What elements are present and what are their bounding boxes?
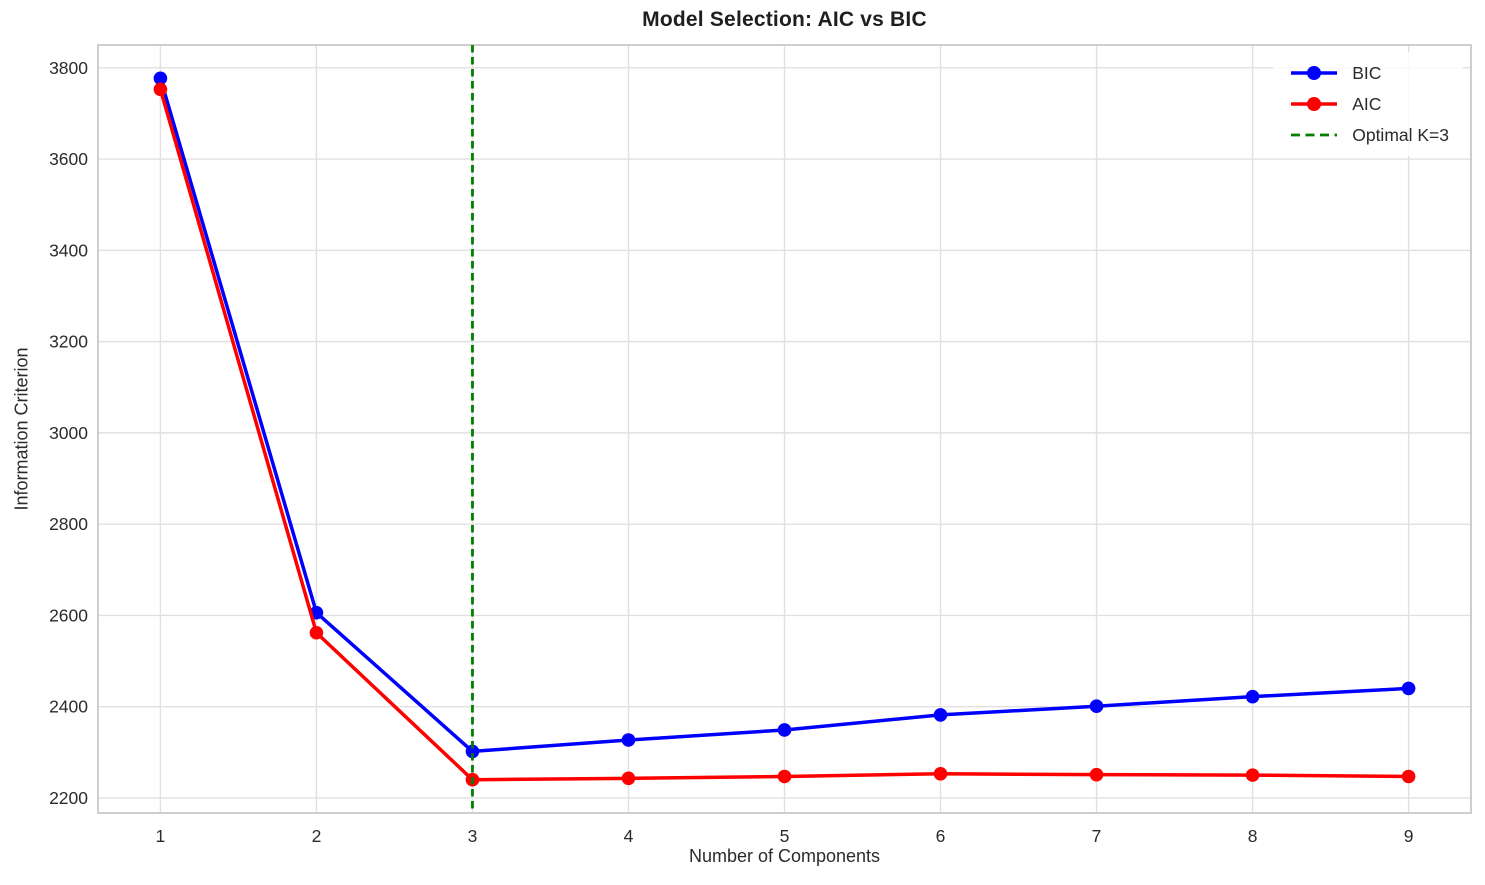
y-tick-label: 3800 [49,58,88,78]
legend-label-optimal-k: Optimal K=3 [1352,124,1449,145]
bic-marker [1401,681,1416,696]
x-tick-label: 3 [468,826,478,846]
legend: BIC AIC Optimal K=3 [1273,52,1463,156]
bic-marker [933,708,948,722]
x-tick-label: 8 [1248,826,1258,846]
bic-marker [1089,699,1104,714]
aic-marker [1245,768,1260,782]
x-tick-label: 7 [1092,826,1102,846]
bic-marker [621,733,636,747]
legend-item-bic: BIC [1289,62,1449,84]
x-axis-label: Number of Components [688,846,881,866]
bic-marker [465,744,480,759]
x-tick-label: 5 [780,826,790,846]
aic-marker [621,771,636,786]
legend-label-bic: BIC [1352,62,1382,83]
y-tick-label: 2600 [49,605,88,625]
aic-marker [153,82,168,97]
chart-title: Model Selection: AIC vs BIC [642,8,927,31]
aic-marker [1401,769,1416,784]
bic-marker [153,71,168,86]
x-tick-label: 4 [624,826,634,846]
legend-item-aic: AIC [1289,93,1449,115]
y-tick-label: 3400 [49,240,88,260]
aic-line-swatch-icon [1291,97,1338,111]
legend-item-optimal-k: Optimal K=3 [1289,124,1449,146]
plot-border [97,44,1472,814]
bic-marker [1245,689,1260,704]
x-tick-label: 1 [156,826,166,846]
y-axis-label: Information Criterion [11,347,32,511]
bic-marker [777,723,792,737]
y-tick-label: 2800 [49,514,88,534]
aic-marker [777,769,792,784]
y-tick-label: 3600 [49,149,88,169]
bic-line-swatch-icon [1291,66,1338,80]
legend-label-aic: AIC [1352,93,1382,114]
y-tick-label: 3200 [49,332,88,352]
optimal-k-dashed-swatch-icon [1291,133,1338,137]
x-tick-label: 2 [312,826,322,846]
x-tick-label: 6 [936,826,946,846]
y-tick-label: 2400 [49,697,88,717]
y-tick-label: 3000 [49,423,88,443]
y-tick-label: 2200 [49,788,88,808]
aic-marker [933,766,948,781]
aic-marker [1089,767,1104,782]
x-tick-label: 9 [1404,826,1414,846]
aic-marker [309,625,324,640]
